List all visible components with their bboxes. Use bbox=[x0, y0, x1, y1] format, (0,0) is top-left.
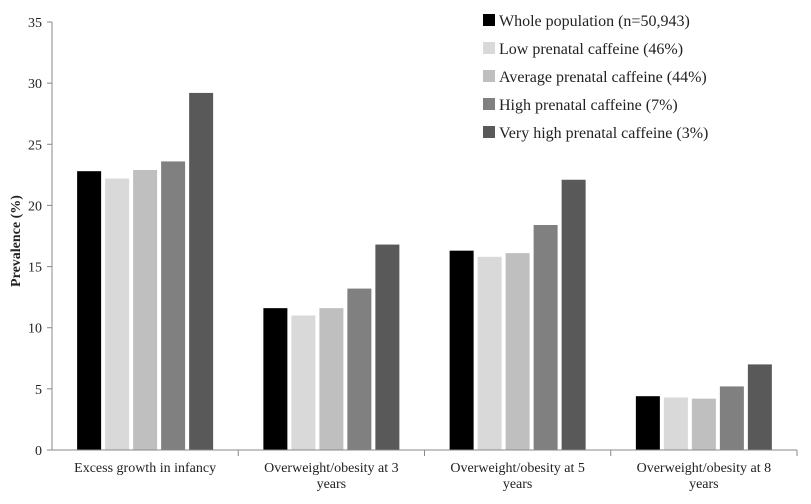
bar bbox=[635, 396, 660, 450]
y-axis-label: Prevalence (%) bbox=[9, 195, 24, 287]
bars-group bbox=[77, 92, 772, 451]
legend-label: High prenatal caffeine (7%) bbox=[499, 97, 678, 114]
legend-swatch bbox=[483, 42, 495, 54]
x-tick-label: years bbox=[689, 477, 719, 492]
x-tick-label: years bbox=[317, 477, 347, 492]
y-tick-label: 15 bbox=[28, 261, 42, 276]
x-tick-label: Excess growth in infancy bbox=[74, 461, 216, 476]
y-tick-label: 30 bbox=[28, 77, 42, 92]
bar bbox=[477, 256, 502, 450]
bar bbox=[105, 178, 130, 451]
y-tick-label: 10 bbox=[28, 322, 42, 337]
bar bbox=[347, 288, 372, 450]
axes bbox=[51, 22, 798, 456]
legend-swatch bbox=[483, 98, 495, 110]
legend-label: Whole population (n=50,943) bbox=[499, 13, 690, 30]
bar bbox=[77, 171, 102, 450]
x-tick-label: Overweight/obesity at 8 bbox=[637, 461, 772, 476]
bar bbox=[691, 398, 716, 450]
y-tick-label: 5 bbox=[35, 383, 42, 398]
y-tick-label: 0 bbox=[35, 444, 42, 459]
y-axis-ticks: 0 5 10 15 20 25 30 35 bbox=[28, 16, 52, 459]
x-tick-label: years bbox=[503, 477, 533, 492]
bar bbox=[161, 161, 186, 451]
bar bbox=[449, 250, 474, 450]
bar bbox=[719, 386, 744, 450]
legend-label: Average prenatal caffeine (44%) bbox=[499, 69, 707, 86]
bar bbox=[533, 224, 558, 450]
bar bbox=[663, 397, 688, 450]
x-tick-label: Overweight/obesity at 5 bbox=[450, 461, 585, 476]
y-tick-label: 20 bbox=[28, 199, 42, 214]
legend-label: Low prenatal caffeine (46%) bbox=[499, 41, 683, 58]
legend-label: Very high prenatal caffeine (3%) bbox=[499, 125, 708, 142]
legend: Whole population (n=50,943) Low prenatal … bbox=[483, 13, 708, 142]
bar bbox=[189, 92, 214, 450]
bar bbox=[133, 169, 158, 451]
y-tick-label: 25 bbox=[28, 138, 42, 153]
bar bbox=[561, 179, 586, 450]
legend-swatch bbox=[483, 126, 495, 138]
bar bbox=[263, 308, 288, 450]
bar bbox=[291, 315, 316, 450]
legend-swatch bbox=[483, 70, 495, 82]
bar bbox=[319, 308, 344, 450]
bar bbox=[375, 244, 400, 450]
bar bbox=[747, 364, 772, 450]
y-tick-label: 35 bbox=[28, 16, 42, 31]
bar bbox=[505, 253, 530, 450]
x-tick-label: Overweight/obesity at 3 bbox=[264, 461, 399, 476]
x-axis-labels: Excess growth in infancy Overweight/obesi… bbox=[74, 461, 771, 492]
legend-swatch bbox=[483, 14, 495, 26]
